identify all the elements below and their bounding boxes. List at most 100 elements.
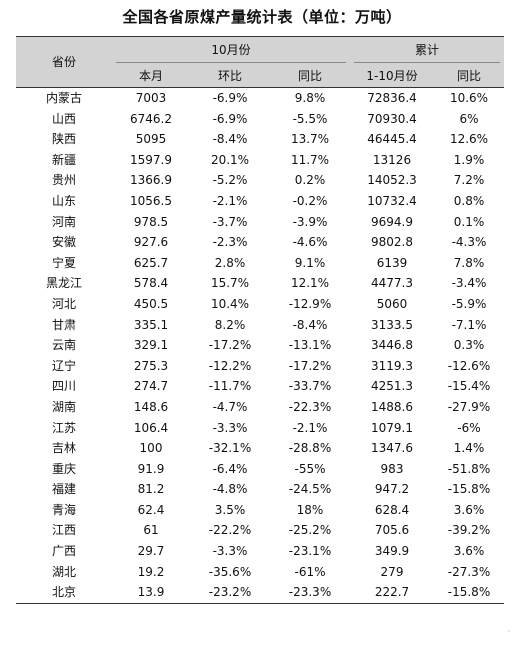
cell-jan-oct: 14052.3 — [367, 173, 417, 188]
cell-jan-oct: 222.7 — [374, 585, 410, 600]
cell-jan-oct: 3446.8 — [371, 338, 413, 353]
cell-mom: -6.4% — [212, 461, 248, 476]
table-row: 四川 274.7 -11.7% -33.7% 4251.3 -15.4% — [16, 376, 504, 397]
cell-jan-oct: 4477.3 — [371, 276, 413, 291]
cell-this-month: 6746.2 — [130, 111, 172, 126]
cell-this-month: 106.4 — [133, 420, 169, 435]
header-yoy: 同比 — [297, 69, 322, 83]
cell-yoy: -23.1% — [288, 544, 332, 559]
cell-mom: -3.3% — [212, 544, 248, 559]
cell-mom: 3.5% — [214, 502, 246, 517]
cell-jan-oct: 5060 — [376, 296, 408, 311]
corner-mark: · — [507, 627, 510, 636]
header-this-month: 本月 — [138, 69, 163, 83]
cell-this-month: 61 — [143, 523, 159, 538]
table-row: 青海 62.4 3.5% 18% 628.4 3.6% — [16, 500, 504, 521]
table-row: 广西 29.7 -3.3% -23.1% 349.9 3.6% — [16, 541, 504, 562]
cell-province: 青海 — [51, 502, 76, 517]
cell-province: 广西 — [51, 544, 76, 559]
cell-cumulative-yoy: -15.8% — [447, 482, 491, 497]
cell-province: 内蒙古 — [45, 91, 82, 105]
cell-this-month: 275.3 — [133, 358, 169, 373]
cell-yoy: 9.1% — [294, 255, 326, 270]
cell-yoy: -4.6% — [292, 235, 328, 250]
cell-this-month: 1366.9 — [130, 173, 172, 188]
cell-yoy: 13.7% — [290, 132, 330, 147]
table-row: 山西 6746.2 -6.9% -5.5% 70930.4 6% — [16, 109, 504, 130]
cell-yoy: -25.2% — [288, 523, 332, 538]
cell-jan-oct: 72836.4 — [367, 91, 417, 105]
cell-this-month: 148.6 — [133, 399, 169, 414]
header-jan-oct: 1-10月份 — [366, 69, 418, 83]
cell-yoy: -2.1% — [292, 420, 328, 435]
cell-this-month: 335.1 — [133, 317, 169, 332]
cell-jan-oct: 705.6 — [374, 523, 410, 538]
cell-this-month: 29.7 — [137, 544, 165, 559]
cell-mom: 15.7% — [210, 276, 250, 291]
cell-cumulative-yoy: -15.8% — [447, 585, 491, 600]
cell-cumulative-yoy: 0.3% — [453, 338, 485, 353]
cell-mom: -3.7% — [212, 214, 248, 229]
cell-mom: 10.4% — [210, 296, 250, 311]
header-province: 省份 — [51, 55, 76, 69]
cell-yoy: -0.2% — [292, 193, 328, 208]
cell-mom: -11.7% — [208, 379, 252, 394]
cell-province: 重庆 — [51, 461, 76, 476]
coal-output-table: 省份 10月份 累计 本月 环比 同比 1-10月份 同比 内蒙古 7003 -6.… — [16, 36, 504, 604]
header-cumulative-yoy: 同比 — [456, 69, 481, 83]
cell-jan-oct: 9694.9 — [371, 214, 413, 229]
cell-mom: -17.2% — [208, 338, 252, 353]
cell-this-month: 1597.9 — [130, 152, 172, 167]
cell-jan-oct: 3133.5 — [371, 317, 413, 332]
cell-this-month: 978.5 — [133, 214, 169, 229]
cell-cumulative-yoy: 3.6% — [453, 502, 485, 517]
cell-cumulative-yoy: 7.8% — [453, 255, 485, 270]
cell-yoy: -55% — [294, 461, 326, 476]
table-row: 山东 1056.5 -2.1% -0.2% 10732.4 0.8% — [16, 191, 504, 212]
table-row: 湖北 19.2 -35.6% -61% 279 -27.3% — [16, 562, 504, 583]
table-row: 重庆 91.9 -6.4% -55% 983 -51.8% — [16, 459, 504, 480]
cell-mom: -32.1% — [208, 441, 252, 456]
cell-cumulative-yoy: 1.4% — [453, 441, 485, 456]
cell-province: 贵州 — [51, 173, 76, 188]
cell-mom: -3.3% — [212, 420, 248, 435]
cell-cumulative-yoy: 10.6% — [449, 91, 489, 105]
cell-province: 黑龙江 — [45, 276, 82, 291]
cell-jan-oct: 628.4 — [374, 502, 410, 517]
header-mom: 环比 — [217, 69, 242, 83]
cell-this-month: 5095 — [135, 132, 167, 147]
table-title: 全国各省原煤产量统计表（单位：万吨） — [122, 8, 402, 26]
table-body: 内蒙古 7003 -6.9% 9.8% 72836.4 10.6% 山西 6746.2 -6.9… — [16, 88, 504, 603]
cell-jan-oct: 9802.8 — [371, 235, 413, 250]
cell-this-month: 91.9 — [137, 461, 165, 476]
cell-yoy: 0.2% — [294, 173, 326, 188]
cell-this-month: 927.6 — [133, 235, 169, 250]
table-bottom-rule — [16, 602, 504, 604]
cell-mom: -12.2% — [208, 358, 252, 373]
cell-province: 山西 — [51, 111, 76, 126]
cell-yoy: -24.5% — [288, 482, 332, 497]
cell-yoy: -17.2% — [288, 358, 332, 373]
cell-this-month: 19.2 — [137, 564, 165, 579]
table-row: 辽宁 275.3 -12.2% -17.2% 3119.3 -12.6% — [16, 356, 504, 377]
cell-jan-oct: 6139 — [376, 255, 408, 270]
cell-mom: 2.8% — [214, 255, 246, 270]
cell-yoy: -5.5% — [292, 111, 328, 126]
cell-cumulative-yoy: -5.9% — [451, 296, 487, 311]
cell-province: 北京 — [51, 585, 76, 600]
cell-cumulative-yoy: -27.3% — [447, 564, 491, 579]
table-row: 吉林 100 -32.1% -28.8% 1347.6 1.4% — [16, 438, 504, 459]
cell-province: 云南 — [51, 338, 76, 353]
cell-province: 甘肃 — [51, 317, 76, 332]
cell-mom: 20.1% — [210, 152, 250, 167]
cell-cumulative-yoy: 0.8% — [453, 193, 485, 208]
cell-province: 湖南 — [51, 399, 76, 414]
table-row: 新疆 1597.9 20.1% 11.7% 13126 1.9% — [16, 150, 504, 171]
cell-yoy: 9.8% — [294, 91, 326, 105]
cell-mom: -5.2% — [212, 173, 248, 188]
cell-this-month: 1056.5 — [130, 193, 172, 208]
cell-this-month: 329.1 — [133, 338, 169, 353]
cell-jan-oct: 983 — [380, 461, 404, 476]
table-row: 宁夏 625.7 2.8% 9.1% 6139 7.8% — [16, 253, 504, 274]
cell-province: 宁夏 — [51, 255, 76, 270]
